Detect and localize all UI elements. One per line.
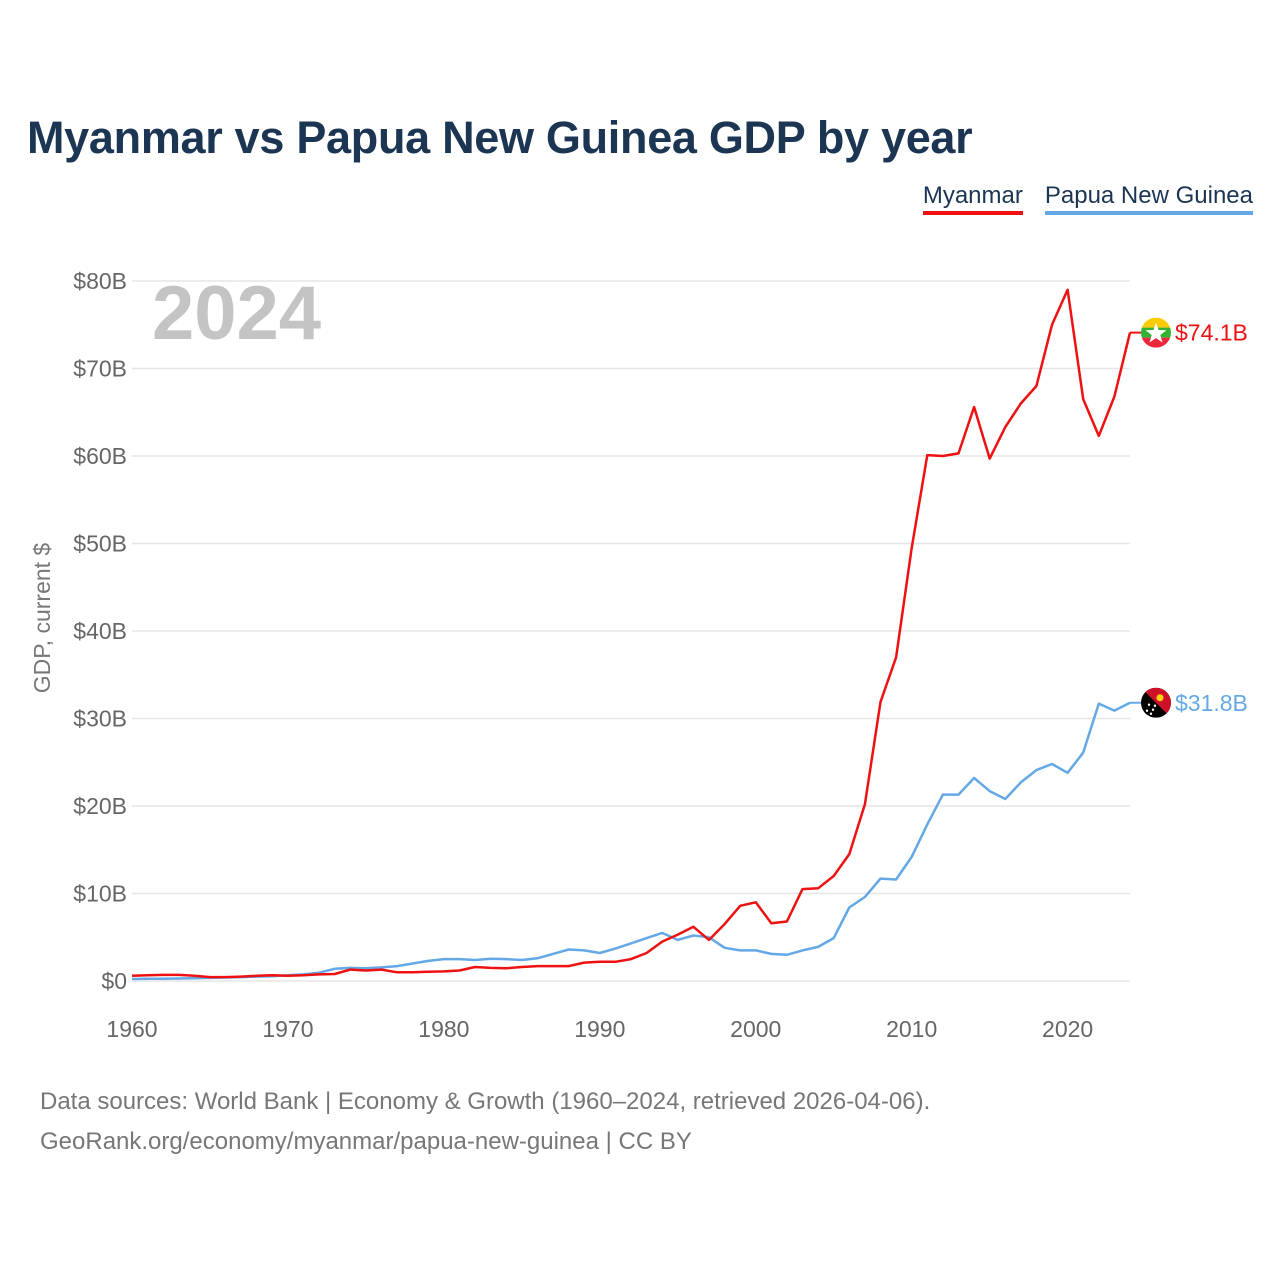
x-tick-label: 1960 <box>106 1016 157 1042</box>
source-line-1: Data sources: World Bank | Economy & Gro… <box>40 1088 931 1115</box>
legend: Myanmar Papua New Guinea <box>922 182 1253 215</box>
x-tick-label: 1990 <box>574 1016 625 1042</box>
y-tick-label: $60B <box>73 443 127 469</box>
page-title: Myanmar vs Papua New Guinea GDP by year <box>27 112 973 163</box>
y-tick-label: $80B <box>73 268 127 294</box>
x-tick-label: 2010 <box>886 1016 937 1042</box>
source-note: Data sources: World Bank | Economy & Gro… <box>40 1082 930 1162</box>
y-axis-title: GDP, current $ <box>29 543 55 694</box>
y-tick-label: $30B <box>73 706 127 732</box>
x-tick-label: 2000 <box>730 1016 781 1042</box>
myanmar-flag-icon <box>1141 317 1171 348</box>
y-tick-label: $10B <box>73 881 127 907</box>
legend-item-papua-new-guinea[interactable]: Papua New Guinea <box>1044 182 1253 215</box>
x-tick-label: 1970 <box>262 1016 313 1042</box>
papua-new-guinea-flag-icon <box>1141 687 1171 718</box>
y-tick-label: $0 <box>101 968 127 994</box>
x-tick-label: 1980 <box>418 1016 469 1042</box>
series-line-myanmar <box>131 288 1132 979</box>
year-label: 2024 <box>152 271 321 356</box>
x-tick-label: 2020 <box>1042 1016 1093 1042</box>
y-tick-label: $50B <box>73 531 127 557</box>
series-line-papua-new-guinea <box>131 701 1131 981</box>
legend-item-myanmar[interactable]: Myanmar <box>922 182 1023 215</box>
y-tick-label: $70B <box>73 356 127 382</box>
source-line-2[interactable]: GeoRank.org/economy/myanmar/papua-new-gu… <box>40 1128 692 1155</box>
y-tick-label: $40B <box>73 618 127 644</box>
end-value-label-myanmar: $74.1B <box>1175 320 1248 346</box>
y-tick-label: $20B <box>73 793 127 819</box>
end-value-label-papua-new-guinea: $31.8B <box>1175 690 1248 716</box>
